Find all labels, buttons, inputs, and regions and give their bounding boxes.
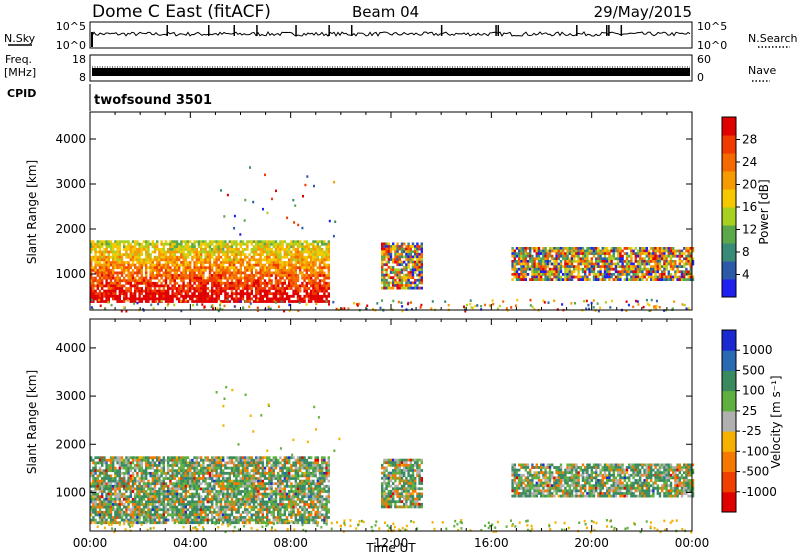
beam-label: Beam 04	[352, 3, 419, 21]
colorbar-segment	[722, 225, 736, 244]
colorbar-segment	[722, 207, 736, 226]
colorbar-segment	[722, 451, 736, 472]
x-tick-label: 00:00	[675, 536, 710, 550]
colorbar-tick-label: 24	[742, 155, 757, 169]
colorbar-tick-label: 8	[742, 245, 750, 259]
x-tick-label: 04:00	[173, 536, 208, 550]
noise-sky-label: N.Sky	[4, 32, 36, 45]
velocity-colorbar-label: Velocity [m s⁻¹]	[769, 375, 783, 468]
colorbar-tick-label: 20	[742, 178, 757, 192]
colorbar-segment	[722, 411, 736, 432]
noise-panel: N.Sky 10^5 10^0 10^5 10^0 N.Search	[4, 20, 798, 52]
colorbar-segment	[722, 189, 736, 208]
power-colorbar-label: Power [dB]	[757, 179, 771, 244]
x-tick-label: 16:00	[474, 536, 509, 550]
cpid-value: twofsound 3501	[94, 93, 212, 108]
colorbar-tick-label: 500	[742, 363, 765, 377]
noise-right-tick-high: 10^5	[697, 20, 727, 33]
y-tick-label: 3000	[55, 177, 86, 191]
station-title: Dome C East (fitACF)	[92, 2, 271, 22]
colorbar-segment	[722, 261, 736, 280]
x-tick-label: 00:00	[73, 536, 108, 550]
nave-right-tick-high: 60	[697, 53, 711, 66]
freq-left-tick-high: 18	[72, 53, 86, 66]
y-tick-label: 2000	[55, 437, 86, 451]
x-tick-label: 08:00	[273, 536, 308, 550]
colorbar-tick-label: 16	[742, 200, 757, 214]
y-tick-label: 1000	[55, 267, 86, 281]
colorbar-tick-label: 25	[742, 404, 757, 418]
noise-right-tick-low: 10^0	[697, 39, 727, 52]
colorbar-tick-label: 1000	[742, 343, 773, 357]
colorbar-tick-label: -25	[742, 424, 762, 438]
colorbar-segment	[722, 330, 736, 351]
noise-trace	[92, 25, 690, 47]
freq-label-line1: Freq.	[5, 53, 32, 66]
colorbar-segment	[722, 153, 736, 172]
colorbar-segment	[722, 171, 736, 190]
colorbar-segment	[722, 117, 736, 136]
cpid-label: CPID	[7, 87, 36, 100]
y-tick-label: 4000	[55, 341, 86, 355]
colorbar-tick-label: 12	[742, 223, 757, 237]
colorbar-tick-label: -100	[742, 444, 769, 458]
colorbar-segment	[722, 279, 736, 298]
colorbar-tick-label: 4	[742, 268, 750, 282]
y-tick-label: 2000	[55, 222, 86, 236]
frequency-trace	[92, 68, 690, 76]
colorbar-tick-label: -1000	[742, 485, 777, 499]
y-tick-label: 3000	[55, 389, 86, 403]
power-y-axis-label: Slant Range [km]	[25, 160, 39, 264]
x-tick-label: 20:00	[574, 536, 609, 550]
colorbar-segment	[722, 243, 736, 262]
colorbar-segment	[722, 370, 736, 391]
frequency-panel: Freq. [MHz] 18 8 60 0 Nave	[4, 53, 776, 84]
y-tick-label: 1000	[55, 485, 86, 499]
power-colorbar: 4 8 12 16 20 24 28	[722, 117, 757, 298]
power-data	[90, 166, 694, 312]
noise-left-tick-high: 10^5	[56, 20, 86, 33]
noise-search-label: N.Search	[748, 32, 798, 45]
colorbar-tick-label: 100	[742, 384, 765, 398]
colorbar-segment	[722, 350, 736, 371]
time-axis-label: Time UT	[365, 541, 416, 554]
colorbar-tick-label: 28	[742, 133, 757, 147]
cpid-panel: CPID twofsound 3501	[7, 84, 212, 111]
nave-right-tick-low: 0	[697, 71, 704, 84]
power-panel: 1000 2000 3000 4000 Slant Range [km] 4 8 12 16…	[25, 112, 771, 313]
colorbar-segment	[722, 135, 736, 154]
date-label: 29/May/2015	[594, 3, 692, 21]
colorbar-segment	[722, 472, 736, 493]
colorbar-segment	[722, 492, 736, 513]
freq-label-line2: [MHz]	[4, 66, 36, 79]
y-tick-label: 4000	[55, 132, 86, 146]
colorbar-tick-label: -500	[742, 465, 769, 479]
nave-label: Nave	[748, 64, 776, 77]
freq-left-tick-low: 8	[79, 71, 86, 84]
colorbar-segment	[722, 391, 736, 412]
velocity-data	[90, 386, 694, 534]
noise-left-tick-low: 10^0	[56, 39, 86, 52]
velocity-y-axis-label: Slant Range [km]	[25, 370, 39, 474]
colorbar-segment	[722, 431, 736, 452]
